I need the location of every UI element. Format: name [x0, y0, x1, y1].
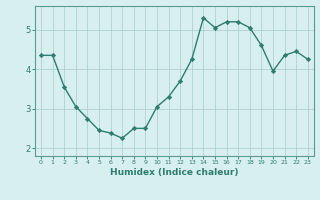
X-axis label: Humidex (Indice chaleur): Humidex (Indice chaleur) — [110, 168, 239, 177]
